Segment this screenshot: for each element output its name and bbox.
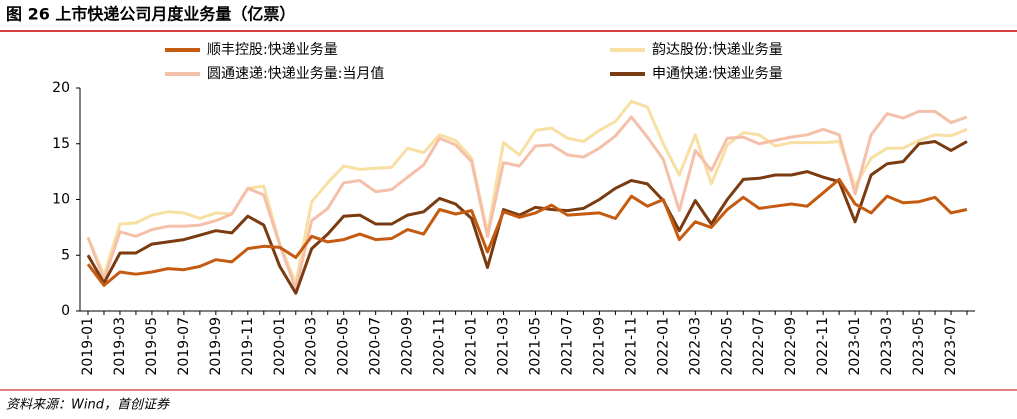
x-tick-label: 2019-07	[176, 317, 192, 376]
x-tick-label: 2021-03	[496, 317, 512, 376]
series-line	[86, 109, 968, 291]
legend-label: 圆通速递:快递业务量:当月值	[207, 66, 384, 82]
y-tick-label: 15	[52, 136, 70, 152]
series-line	[86, 177, 968, 287]
y-tick-label: 0	[61, 303, 70, 319]
x-tick-label: 2022-11	[815, 317, 831, 376]
x-tick-label: 2021-09	[591, 317, 607, 376]
x-tick-label: 2021-05	[527, 317, 543, 376]
x-tick-label: 2019-05	[144, 317, 160, 376]
x-tick-label: 2019-11	[240, 317, 256, 376]
x-tick-label: 2022-07	[751, 317, 767, 376]
x-tick-label: 2019-01	[80, 317, 96, 376]
x-tick-label: 2019-03	[112, 317, 128, 376]
y-tick-label: 10	[52, 192, 70, 208]
legend-label: 顺丰控股:快递业务量	[207, 42, 338, 58]
x-tick-label: 2021-01	[464, 317, 480, 376]
x-tick-label: 2023-03	[879, 317, 895, 376]
x-tick-label: 2020-01	[272, 317, 288, 376]
source-note: 资料来源：Wind，首创证券	[6, 398, 170, 413]
x-tick-label: 2021-07	[559, 317, 575, 376]
legend-label: 韵达股份:快递业务量	[652, 42, 783, 58]
y-tick-label: 20	[52, 80, 70, 96]
x-tick-label: 2022-01	[655, 317, 671, 376]
x-tick-label: 2020-11	[432, 317, 448, 376]
x-tick-label: 2020-07	[368, 317, 384, 376]
x-tick-label: 2020-09	[400, 317, 416, 376]
x-tick-label: 2022-03	[687, 317, 703, 376]
x-tick-label: 2020-03	[304, 317, 320, 376]
x-tick-label: 2022-05	[719, 317, 735, 376]
series-line	[86, 99, 968, 285]
x-tick-label: 2020-05	[336, 317, 352, 376]
legend-label: 申通快递:快递业务量	[652, 66, 783, 82]
chart-title: 图 26 上市快递公司月度业务量（亿票）	[6, 5, 295, 24]
x-tick-label: 2023-01	[847, 317, 863, 376]
x-tick-label: 2023-05	[911, 317, 927, 376]
x-tick-label: 2021-11	[623, 317, 639, 376]
y-tick-label: 5	[61, 247, 70, 263]
x-tick-label: 2022-09	[783, 317, 799, 376]
x-tick-label: 2023-07	[943, 317, 959, 376]
series-line	[86, 140, 968, 295]
x-tick-label: 2019-09	[208, 317, 224, 376]
